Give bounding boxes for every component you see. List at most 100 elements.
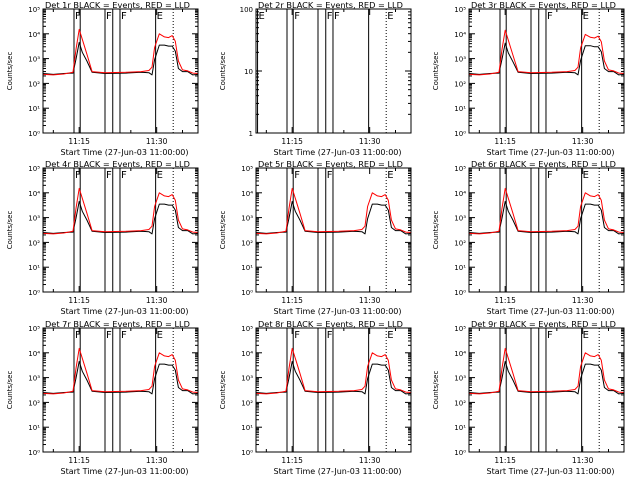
y-tick-label: 10¹	[28, 424, 40, 432]
plot-frame	[255, 167, 412, 293]
y-tick-label: 10²	[241, 399, 253, 407]
y-tick-label: 10⁰	[241, 289, 253, 297]
y-tick-label: 10⁴	[28, 350, 40, 358]
panel-4: Det 4r BLACK = Events, RED = LLD Counts/s…	[6, 159, 199, 316]
y-tick-label: 100	[240, 6, 253, 14]
event-marker-label: F	[106, 330, 112, 341]
x-tick-label: 11:30	[146, 456, 168, 465]
x-tick-label: 11:30	[359, 296, 381, 305]
event-marker-label: F	[121, 330, 127, 341]
x-tick-label: 11:15	[68, 296, 90, 305]
event-marker-label: E	[157, 11, 163, 22]
y-axis-label: Counts/sec	[432, 52, 440, 91]
panel-7: Det 7r BLACK = Events, RED = LLD Counts/s…	[6, 319, 199, 476]
event-marker-label: F	[547, 170, 553, 181]
y-tick-label: 10³	[454, 215, 466, 223]
y-tick-label: 10³	[454, 375, 466, 383]
y-tick-label: 10⁰	[28, 449, 40, 457]
series-line-lld	[468, 347, 625, 395]
x-axis-label: Start Time (27-Jun-03 11:00:00)	[61, 307, 189, 316]
series-line-events	[42, 200, 199, 235]
plot-frame	[42, 167, 199, 293]
y-tick-label: 10⁰	[454, 449, 466, 457]
series-line-events	[468, 360, 625, 395]
y-tick-label: 10⁴	[241, 350, 253, 358]
plot-frame	[468, 327, 625, 453]
event-marker-label: F	[75, 170, 81, 181]
y-tick-label: 10¹	[241, 264, 253, 272]
event-marker-label: F	[294, 11, 300, 22]
event-marker-label: E	[259, 11, 265, 22]
event-marker-label: F	[75, 11, 81, 22]
x-tick-label: 11:15	[494, 137, 516, 146]
series-line-events	[42, 41, 199, 76]
y-tick-label: 10³	[241, 215, 253, 223]
series-line-lld	[255, 347, 412, 395]
event-marker-label: F	[106, 170, 112, 181]
series-line-events	[468, 200, 625, 235]
event-marker-label: F	[294, 330, 300, 341]
y-axis-label: Counts/sec	[219, 52, 227, 91]
plot-frame	[255, 8, 412, 134]
y-tick-label: 10⁴	[454, 350, 466, 358]
event-marker-label: F	[327, 11, 333, 22]
y-tick-label: 10⁵	[28, 6, 40, 14]
plot-frame	[42, 8, 199, 134]
y-tick-label: 10³	[241, 375, 253, 383]
panel-title: Det 9r BLACK = Events, RED = LLD	[471, 319, 616, 329]
y-axis-label: Counts/sec	[432, 211, 440, 250]
x-tick-label: 11:30	[359, 456, 381, 465]
event-marker-label: F	[334, 11, 340, 22]
panel-title: Det 1r BLACK = Events, RED = LLD	[45, 0, 190, 10]
panel-1: Det 1r BLACK = Events, RED = LLD Counts/s…	[6, 0, 199, 157]
x-axis-label: Start Time (27-Jun-03 11:00:00)	[274, 148, 402, 157]
panel-8: Det 8r BLACK = Events, RED = LLD Counts/s…	[219, 319, 412, 476]
event-marker-label: F	[547, 330, 553, 341]
series-line-events	[468, 42, 625, 76]
event-marker-label: F	[547, 11, 553, 22]
series-line-lld	[42, 28, 199, 76]
y-tick-label: 10⁵	[28, 165, 40, 173]
x-tick-label: 11:15	[281, 456, 303, 465]
x-axis-label: Start Time (27-Jun-03 11:00:00)	[487, 307, 615, 316]
series-line-lld	[468, 29, 625, 76]
x-tick-label: 11:30	[572, 296, 594, 305]
x-axis-label: Start Time (27-Jun-03 11:00:00)	[274, 467, 402, 476]
event-marker-label: F	[121, 11, 127, 22]
x-tick-label: 11:15	[281, 296, 303, 305]
x-tick-label: 11:15	[68, 137, 90, 146]
panel-title: Det 8r BLACK = Events, RED = LLD	[258, 319, 403, 329]
series-line-events	[42, 360, 199, 395]
x-tick-label: 11:30	[146, 296, 168, 305]
event-marker-label: F	[327, 170, 333, 181]
y-tick-label: 10⁰	[28, 289, 40, 297]
plot-frame	[42, 327, 199, 453]
y-tick-label: 10⁰	[28, 130, 40, 138]
series-line-lld	[42, 347, 199, 395]
y-axis-label: Counts/sec	[6, 211, 14, 250]
event-marker-label: E	[387, 330, 393, 341]
event-marker-label: E	[157, 170, 163, 181]
x-tick-label: 11:15	[494, 456, 516, 465]
y-tick-label: 10¹	[454, 105, 466, 113]
y-tick-label: 10⁵	[241, 165, 253, 173]
x-tick-label: 11:15	[494, 296, 516, 305]
event-marker-label: E	[387, 170, 393, 181]
y-tick-label: 10⁵	[28, 325, 40, 333]
x-tick-label: 11:15	[68, 456, 90, 465]
panel-6: Det 6r BLACK = Events, RED = LLD Counts/s…	[432, 159, 625, 316]
y-tick-label: 10⁰	[454, 289, 466, 297]
y-tick-label: 10⁵	[454, 325, 466, 333]
series-line-events	[255, 200, 412, 235]
plot-frame	[255, 327, 412, 453]
series-line-events	[255, 360, 412, 395]
plot-frame	[468, 167, 625, 293]
x-axis-label: Start Time (27-Jun-03 11:00:00)	[487, 148, 615, 157]
y-axis-label: Counts/sec	[219, 211, 227, 250]
y-tick-label: 10⁴	[454, 190, 466, 198]
y-tick-label: 10³	[454, 56, 466, 64]
y-tick-label: 10²	[28, 399, 40, 407]
event-marker-label: F	[75, 330, 81, 341]
y-tick-label: 1	[249, 130, 253, 138]
